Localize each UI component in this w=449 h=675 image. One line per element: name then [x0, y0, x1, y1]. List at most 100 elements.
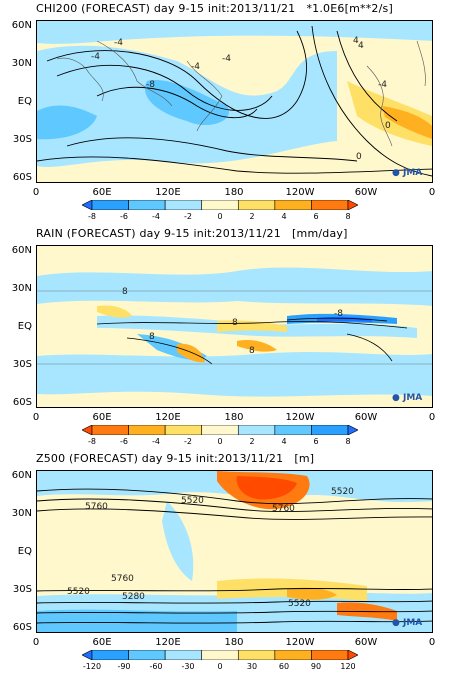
contour-label: 4 — [353, 36, 359, 46]
contour-label: 8 — [149, 332, 155, 342]
colorbar-swatch — [347, 650, 358, 660]
lat-label: 60S — [12, 622, 32, 633]
colorbar-swatch — [274, 650, 312, 660]
colorbar-svg — [82, 425, 358, 435]
contour-label: 5760 — [85, 502, 108, 512]
lon-label: 120E — [155, 412, 181, 423]
colorbar-swatch — [164, 200, 203, 210]
colorbar-swatch — [237, 650, 276, 660]
colorbar-swatch — [128, 650, 166, 660]
contour-label: 8 — [249, 346, 255, 356]
lon-label: 120E — [155, 637, 181, 648]
panel-z500: Z500 (FORECAST) day 9-15 init:2013/11/21… — [0, 450, 449, 675]
colorbar-tick-label: 2 — [249, 437, 255, 446]
contour-label: 4 — [358, 41, 364, 51]
panel-title: RAIN (FORECAST) day 9-15 init:2013/11/21… — [36, 227, 348, 240]
map-fill: 5760 5520 5760 5520 5760 5520 5280 5520 — [37, 471, 432, 632]
contour-label: -8 — [146, 80, 155, 90]
colorbar-tick-label: 120 — [340, 662, 356, 671]
colorbar-swatch — [82, 650, 93, 660]
contour-label: -4 — [114, 38, 123, 48]
colorbar-tick-label: -30 — [181, 662, 195, 671]
colorbar-tick-label: 8 — [345, 212, 351, 221]
lat-label: 30S — [12, 584, 32, 595]
lon-label: 0 — [428, 187, 436, 198]
lat-label: 30S — [12, 134, 32, 145]
colorbar-swatch — [237, 200, 276, 210]
colorbar-swatch — [311, 650, 349, 660]
colorbar-tick-label: -8 — [88, 437, 96, 446]
colorbar-tick-label: 30 — [246, 662, 258, 671]
colorbar-swatch — [82, 200, 93, 210]
colorbar-swatch — [311, 200, 349, 210]
lon-label: 120W — [285, 187, 315, 198]
lon-label: 60E — [92, 187, 112, 198]
map-chi200: -4 -4 -8 -4 4 -4 0 4 -4 0 — [36, 20, 433, 183]
colorbar-tick-label: 90 — [310, 662, 322, 671]
colorbar-tick-label: -4 — [152, 437, 160, 446]
contour-label: 8 — [232, 318, 238, 328]
map-rain: 8 8 8 -8 8 — [36, 245, 433, 408]
colorbar-tick-label: 2 — [249, 212, 255, 221]
colorbar-tick-label: -60 — [149, 662, 163, 671]
colorbar-tick-label: 4 — [281, 212, 287, 221]
map-z500: 5760 5520 5760 5520 5760 5520 5280 5520 — [36, 470, 433, 633]
lon-label: 60W — [354, 412, 378, 423]
colorbar-swatch — [82, 425, 93, 435]
jma-logo: ● JMA — [392, 168, 423, 178]
map-fill: 8 8 8 -8 8 — [37, 246, 432, 407]
lon-label: 0 — [428, 412, 436, 423]
colorbar-tick-label: 4 — [281, 437, 287, 446]
lon-label: 180 — [224, 637, 244, 648]
contour-label: 5520 — [181, 496, 204, 506]
colorbar-svg — [82, 650, 358, 660]
colorbar-swatch — [237, 425, 276, 435]
contour-label: 5520 — [67, 587, 90, 597]
colorbar-swatch — [274, 200, 312, 210]
colorbar-tick-label: 0 — [217, 662, 223, 671]
contour-label: 0 — [385, 121, 391, 131]
lon-label: 60W — [354, 187, 378, 198]
colorbar-tick-label: 6 — [313, 437, 319, 446]
contour-label: 5520 — [288, 599, 311, 609]
lat-label: 60N — [11, 20, 32, 31]
lat-label: EQ — [17, 321, 32, 332]
jma-logo: ● JMA — [392, 618, 423, 628]
colorbar-swatch — [91, 650, 129, 660]
colorbar-swatch — [164, 425, 203, 435]
colorbar — [82, 200, 358, 210]
lon-label: 120W — [285, 637, 315, 648]
panel-rain: RAIN (FORECAST) day 9-15 init:2013/11/21… — [0, 225, 449, 450]
panel-chi200: CHI200 (FORECAST) day 9-15 init:2013/11/… — [0, 0, 449, 225]
contour-label: -4 — [378, 80, 387, 90]
colorbar-tick-label: -120 — [82, 662, 102, 671]
colorbar-svg — [82, 200, 358, 210]
lat-label: 60N — [11, 470, 32, 481]
colorbar-swatch — [311, 425, 349, 435]
contour-label: 5760 — [111, 574, 134, 584]
colorbar-swatch — [164, 650, 203, 660]
colorbar-swatch — [91, 425, 129, 435]
lon-label: 60E — [92, 412, 112, 423]
colorbar-tick-label: -90 — [117, 662, 131, 671]
colorbar-tick-label: -6 — [120, 437, 128, 446]
colorbar-tick-label: -2 — [184, 437, 192, 446]
colorbar-swatch — [128, 200, 166, 210]
colorbar-swatch — [128, 425, 166, 435]
contour-label: 8 — [122, 287, 128, 297]
colorbar-swatch — [91, 200, 129, 210]
lat-label: EQ — [17, 96, 32, 107]
contour-label: -4 — [222, 54, 231, 64]
colorbar-tick-label: 0 — [217, 212, 223, 221]
panel-title: CHI200 (FORECAST) day 9-15 init:2013/11/… — [36, 2, 393, 15]
colorbar-swatch — [347, 200, 358, 210]
colorbar-swatch — [274, 425, 312, 435]
lon-label: 180 — [224, 187, 244, 198]
lat-label: 30S — [12, 359, 32, 370]
colorbar-swatch — [347, 425, 358, 435]
colorbar — [82, 650, 358, 660]
contour-label: 5520 — [331, 487, 354, 497]
lat-label: EQ — [17, 546, 32, 557]
contour-label: 0 — [356, 152, 362, 162]
jma-logo: ● JMA — [392, 393, 423, 403]
